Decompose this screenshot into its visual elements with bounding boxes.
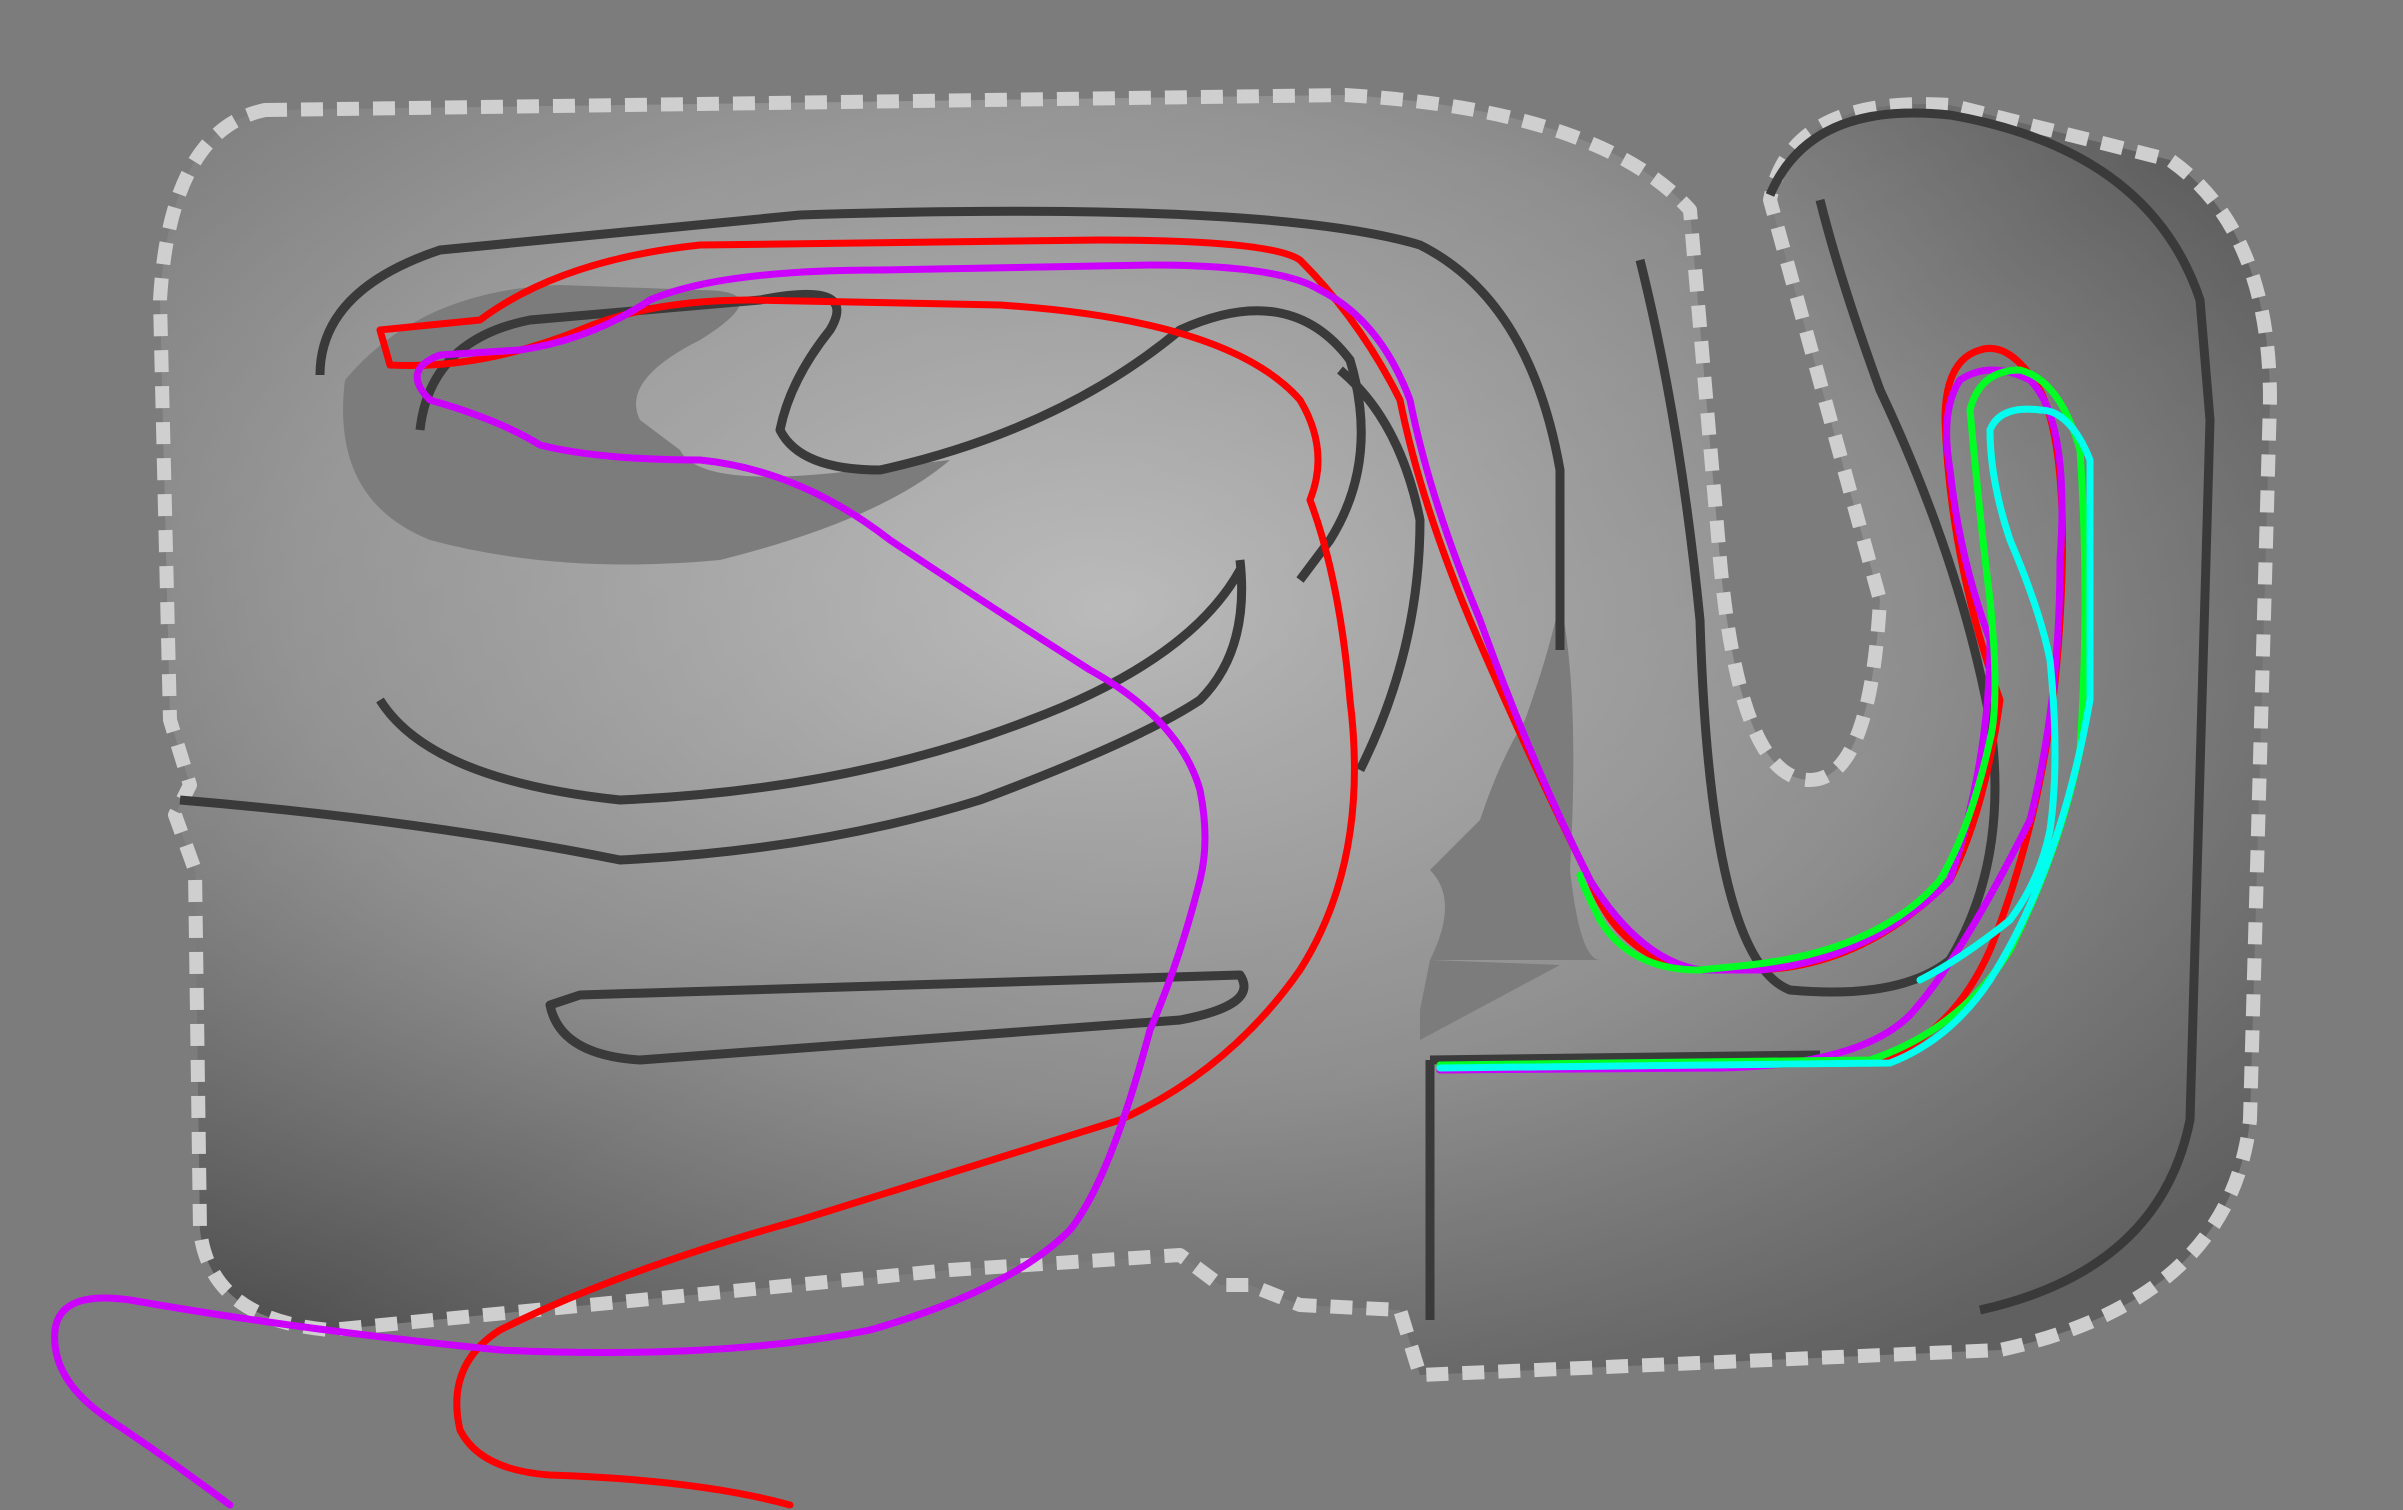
wall-spiral-outer: [315, 206, 1565, 650]
trajectory-cyan: [1436, 405, 2094, 1072]
trajectory-red: [376, 236, 2066, 1509]
track-surface: [153, 88, 2277, 1382]
trajectory-magenta: [51, 261, 2066, 1509]
wall-spiral-inner: [376, 567, 1244, 805]
wall-lower-tongue: [545, 970, 1249, 1065]
infield-hole-bottom-notch: [1420, 960, 1560, 1040]
infield-hole-right-slot: [1430, 600, 1600, 960]
track-outer-border: [153, 88, 2277, 1382]
trajectory-overlays: [51, 236, 2094, 1509]
wall-lower-divider: [179, 559, 1247, 865]
track-surface-sheen: [160, 95, 2270, 1375]
wall-bottom-box: [1425, 1050, 1821, 1320]
wall-center-arc: [1337, 366, 1425, 773]
wall-right-outer: [1765, 108, 2215, 1315]
